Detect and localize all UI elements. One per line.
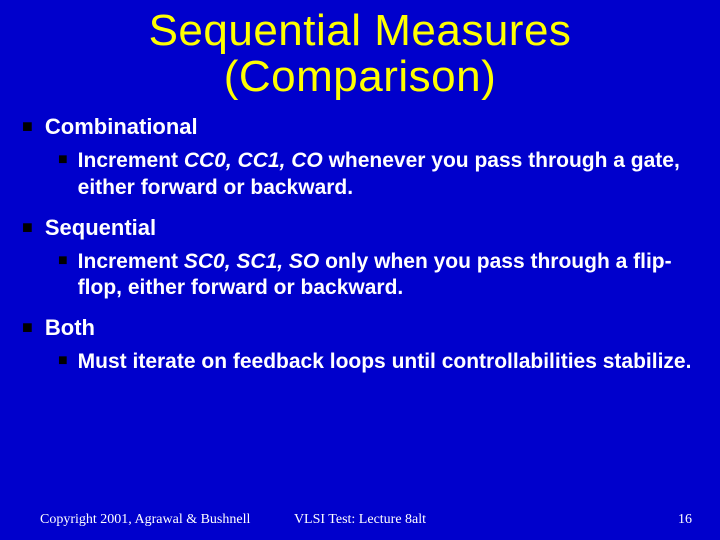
slide-footer: Copyright 2001, Agrawal & Bushnell VLSI … (0, 512, 720, 528)
sub-both: ■ Must iterate on feedback loops until c… (58, 349, 698, 375)
heading-text: Combinational (45, 114, 198, 140)
section-both: ■ Both ■ Must iterate on feedback loops … (22, 315, 698, 375)
slide-title: Sequential Measures (Comparison) (0, 0, 720, 100)
bullet-icon: ■ (58, 249, 68, 273)
title-line-1: Sequential Measures (0, 8, 720, 54)
heading-sequential: ■ Sequential (22, 215, 698, 241)
heading-text: Both (45, 315, 95, 341)
sub-text: Increment SC0, SC1, SO only when you pas… (78, 249, 698, 302)
bullet-icon: ■ (22, 215, 33, 239)
slide-body: ■ Combinational ■ Increment CC0, CC1, CO… (0, 100, 720, 375)
title-line-2: (Comparison) (0, 54, 720, 100)
bullet-icon: ■ (58, 349, 68, 373)
section-combinational: ■ Combinational ■ Increment CC0, CC1, CO… (22, 114, 698, 201)
bullet-icon: ■ (22, 114, 33, 138)
sub-sequential: ■ Increment SC0, SC1, SO only when you p… (58, 249, 698, 302)
heading-combinational: ■ Combinational (22, 114, 698, 140)
section-sequential: ■ Sequential ■ Increment SC0, SC1, SO on… (22, 215, 698, 302)
sub-text: Must iterate on feedback loops until con… (78, 349, 698, 375)
footer-lecture: VLSI Test: Lecture 8alt (294, 512, 426, 528)
sub-combinational: ■ Increment CC0, CC1, CO whenever you pa… (58, 148, 698, 201)
sub-text: Increment CC0, CC1, CO whenever you pass… (78, 148, 698, 201)
footer-copyright: Copyright 2001, Agrawal & Bushnell (40, 512, 250, 528)
bullet-icon: ■ (58, 148, 68, 172)
heading-text: Sequential (45, 215, 156, 241)
bullet-icon: ■ (22, 315, 33, 339)
footer-page-number: 16 (678, 512, 692, 528)
heading-both: ■ Both (22, 315, 698, 341)
